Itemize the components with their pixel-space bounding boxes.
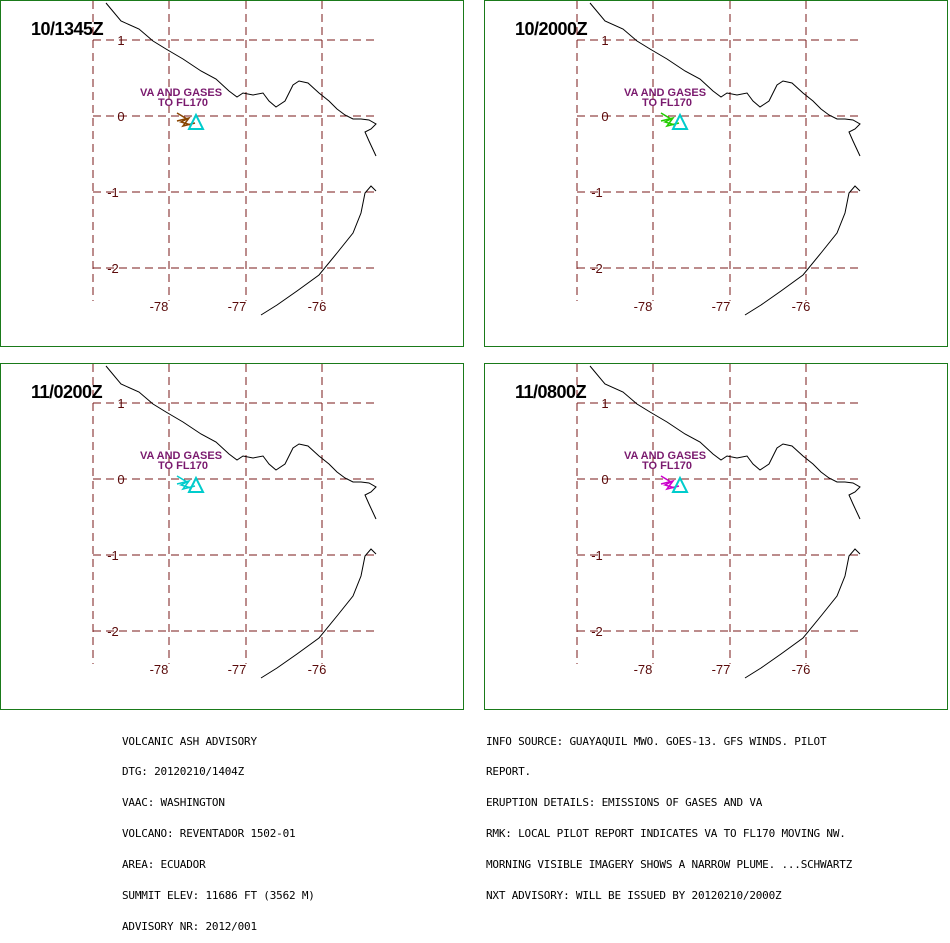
ash-plume-arrow: [176, 479, 196, 491]
advisory-line: MORNING VISIBLE IMAGERY SHOWS A NARROW P…: [486, 858, 853, 872]
va-label-line: TO FL170: [642, 97, 692, 109]
volcano-triangle-icon: [187, 112, 205, 130]
latitude-label: 1: [117, 33, 124, 48]
latitude-label: 0: [117, 109, 124, 124]
ash-plume-arrow: [660, 479, 680, 491]
panel-time: 10/1345Z: [31, 19, 104, 39]
latitude-label: 0: [601, 109, 608, 124]
longitude-label: -78: [634, 299, 653, 314]
va-label-line: VA AND GASES: [624, 87, 706, 99]
advisory-line: AREA: ECUADOR: [122, 858, 206, 872]
advisory-text-left: VOLCANIC ASH ADVISORY DTG: 20120210/1404…: [122, 716, 315, 943]
coastline: [260, 548, 377, 679]
panel-time: 11/0200Z: [31, 382, 103, 402]
ash-plume-arrow: [660, 116, 680, 128]
volcano-triangle-icon: [671, 475, 689, 493]
va-label-line: TO FL170: [158, 97, 208, 109]
va-label-line: VA AND GASES: [140, 87, 222, 99]
longitude-label: -76: [792, 662, 811, 677]
longitude-label: -76: [792, 299, 811, 314]
latitude-label: 1: [117, 396, 124, 411]
panel-time: 10/2000Z: [515, 19, 588, 39]
coastline: [260, 185, 377, 316]
advisory-line: REPORT.: [486, 765, 531, 779]
ash-plume-arrow: [176, 475, 192, 489]
map-panel-3: 1 0 -1 -2 -78 -77 -76 VA AND GASES TO FL170 11/0…: [0, 363, 464, 710]
advisory-line: INFO SOURCE: GUAYAQUIL MWO. GOES-13. GFS…: [486, 734, 827, 748]
latitude-label: -1: [591, 548, 603, 563]
coastline: [589, 365, 861, 520]
advisory-line: DTG: 20120210/1404Z: [122, 765, 245, 779]
advisory-line: SUMMIT ELEV: 11686 FT (3562 M): [122, 889, 315, 903]
coastline: [105, 365, 377, 520]
latitude-label: -2: [107, 624, 119, 639]
volcano-triangle-icon: [187, 475, 205, 493]
advisory-line: VOLCANIC ASH ADVISORY: [122, 734, 257, 748]
va-label-line: TO FL170: [642, 460, 692, 472]
ash-plume-arrow: [660, 112, 676, 126]
volcano-triangle-icon: [671, 112, 689, 130]
va-label-line: VA AND GASES: [624, 450, 706, 462]
latitude-label: 1: [601, 396, 608, 411]
longitude-label: -76: [308, 662, 327, 677]
longitude-label: -77: [228, 662, 247, 677]
longitude-label: -77: [228, 299, 247, 314]
advisory-line: RMK: LOCAL PILOT REPORT INDICATES VA TO …: [486, 827, 846, 841]
advisory-line: VOLCANO: REVENTADOR 1502-01: [122, 827, 296, 841]
advisory-line: ERUPTION DETAILS: EMISSIONS OF GASES AND…: [486, 796, 763, 810]
coastline: [744, 548, 861, 679]
latitude-label: -2: [107, 261, 119, 276]
advisory-line: ADVISORY NR: 2012/001: [122, 919, 257, 933]
ash-plume-arrow: [176, 112, 192, 126]
coastline: [105, 2, 377, 157]
longitude-label: -77: [712, 299, 731, 314]
longitude-label: -76: [308, 299, 327, 314]
latitude-label: -1: [107, 548, 119, 563]
latitude-label: 1: [601, 33, 608, 48]
longitude-label: -77: [712, 662, 731, 677]
longitude-label: -78: [634, 662, 653, 677]
latitude-label: -1: [591, 185, 603, 200]
coastline: [589, 2, 861, 157]
map-panel-2: 1 0 -1 -2 -78 -77 -76 VA AND GASES TO FL170 10/2…: [484, 0, 948, 347]
va-label-line: TO FL170: [158, 460, 208, 472]
advisory-line: VAAC: WASHINGTON: [122, 796, 225, 810]
coastline: [744, 185, 861, 316]
longitude-label: -78: [150, 299, 169, 314]
panel-time: 11/0800Z: [515, 382, 587, 402]
latitude-label: -2: [591, 261, 603, 276]
latitude-label: 0: [601, 472, 608, 487]
advisory-text-right: INFO SOURCE: GUAYAQUIL MWO. GOES-13. GFS…: [486, 716, 852, 912]
latitude-label: -1: [107, 185, 119, 200]
advisory-line: NXT ADVISORY: WILL BE ISSUED BY 20120210…: [486, 889, 782, 903]
longitude-label: -78: [150, 662, 169, 677]
va-label-line: VA AND GASES: [140, 450, 222, 462]
ash-plume-arrow: [176, 116, 196, 128]
latitude-label: 0: [117, 472, 124, 487]
ash-plume-arrow: [660, 475, 676, 489]
map-panel-1: 1 0 -1 -2 -78 -77 -76 VA AND GASES TO FL170 10/1…: [0, 0, 464, 347]
map-panel-4: 1 0 -1 -2 -78 -77 -76 VA AND GASES TO FL170 11/0…: [484, 363, 948, 710]
latitude-label: -2: [591, 624, 603, 639]
